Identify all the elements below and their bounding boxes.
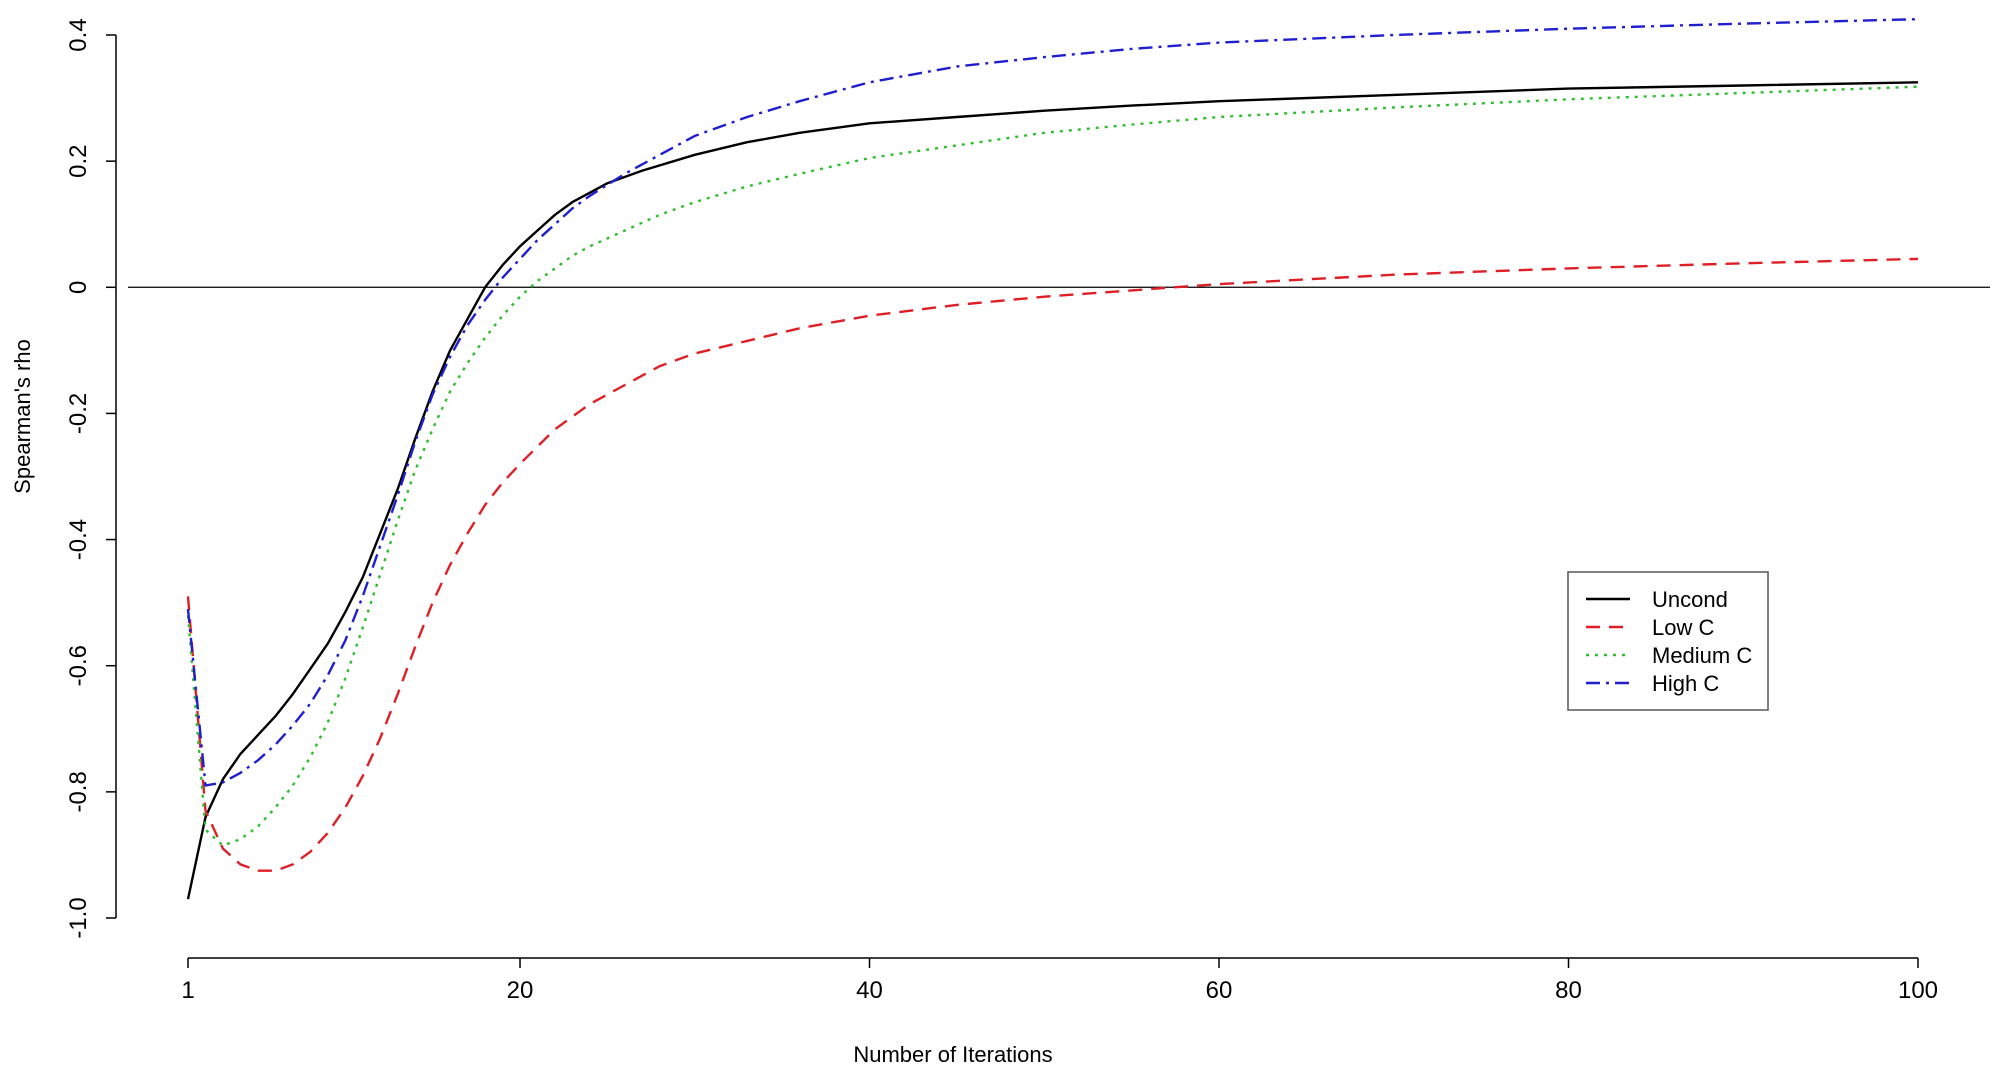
series-group xyxy=(186,18,1919,900)
legend: Uncond Low C Medium C High C xyxy=(1567,571,1769,711)
y-tick-label: -0.8 xyxy=(65,771,92,812)
x-tick-label: 100 xyxy=(1898,977,1938,1004)
x-tick-label: 20 xyxy=(507,977,534,1004)
series-line-medium-c xyxy=(186,85,1919,847)
y-tick-label: 0.2 xyxy=(65,144,92,177)
legend-label-uncond: Uncond xyxy=(1652,587,1728,612)
y-axis-title: Spearman's rho xyxy=(10,339,35,494)
y-tick-label: -0.6 xyxy=(65,645,92,686)
series-line-uncond xyxy=(186,81,1919,900)
y-tick-label: 0 xyxy=(65,281,92,294)
legend-label-low-c: Low C xyxy=(1652,615,1714,640)
y-tick-label: -0.4 xyxy=(65,519,92,560)
legend-label-high-c: High C xyxy=(1652,671,1719,696)
x-tick-label: 80 xyxy=(1555,977,1582,1004)
axes-group: -1.0 -0.8 -0.6 -0.4 -0.2 0 0.2 0.4 1 20 40 60 80 100 xyxy=(65,18,1938,1004)
y-tick-label: -0.2 xyxy=(65,393,92,434)
legend-box xyxy=(1567,571,1769,711)
series-line-high-c xyxy=(186,18,1919,787)
x-tick-label: 40 xyxy=(856,977,883,1004)
x-axis-title: Number of Iterations xyxy=(853,1042,1052,1067)
legend-label-medium-c: Medium C xyxy=(1652,643,1752,668)
y-tick-label: -1.0 xyxy=(65,897,92,938)
x-tick-label: 1 xyxy=(181,977,194,1004)
x-tick-label: 60 xyxy=(1206,977,1233,1004)
series-line-low-c xyxy=(186,257,1919,872)
y-tick-label: 0.4 xyxy=(65,18,92,51)
